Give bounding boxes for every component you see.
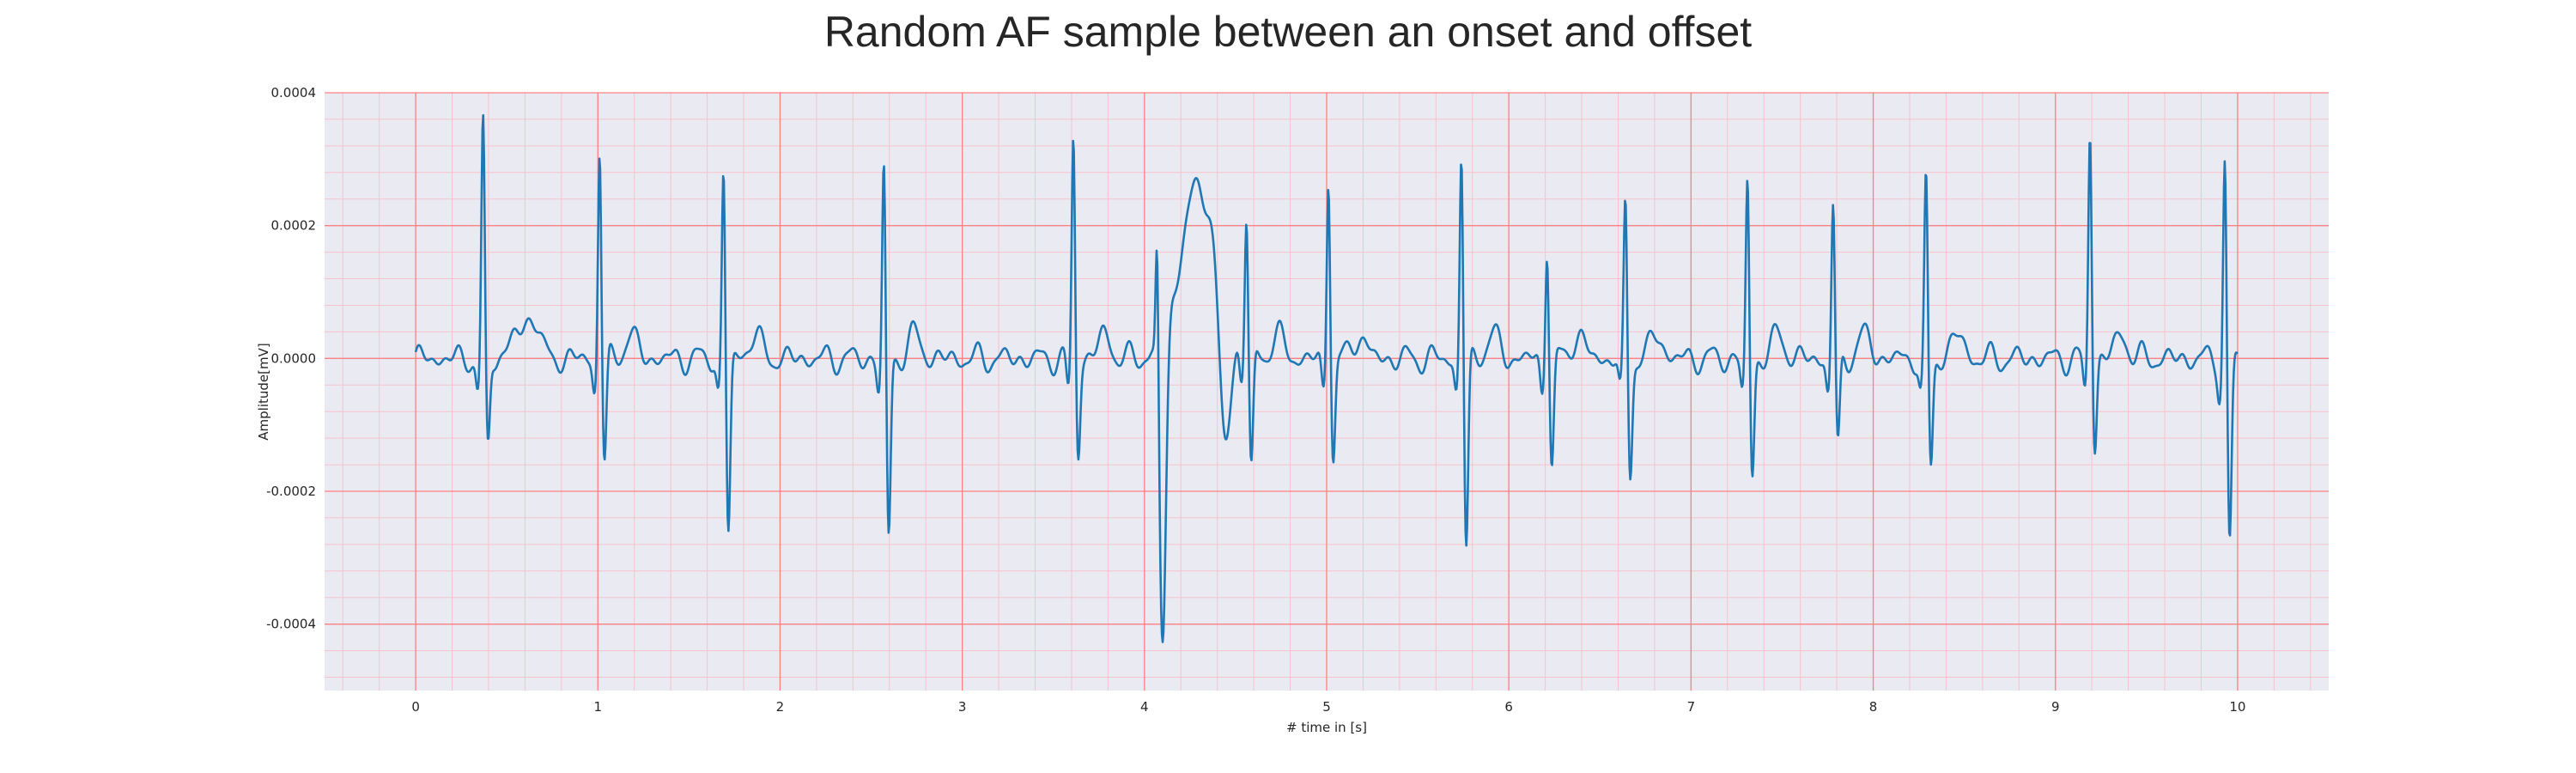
y-tick-label: 0.0000 xyxy=(271,350,317,366)
y-tick-label: -0.0004 xyxy=(266,617,316,632)
y-axis-label: Amplitude[mV] xyxy=(256,343,271,440)
x-tick-label: 8 xyxy=(1869,699,1878,715)
x-tick-label: 9 xyxy=(2051,699,2060,715)
y-tick-label: -0.0002 xyxy=(266,484,316,499)
y-tick-label: 0.0002 xyxy=(271,218,317,234)
y-tick-label: 0.0004 xyxy=(271,85,317,100)
x-axis-ticks: 0 1 2 3 4 5 6 7 8 9 10 xyxy=(411,699,2245,715)
x-tick-label: 5 xyxy=(1322,699,1331,715)
x-tick-label: 3 xyxy=(958,699,967,715)
x-tick-label: 6 xyxy=(1504,699,1513,715)
x-tick-label: 0 xyxy=(411,699,420,715)
x-tick-label: 4 xyxy=(1140,699,1149,715)
series-line-ecg xyxy=(414,113,2239,643)
x-tick-label: 1 xyxy=(593,699,602,715)
chart-title: Random AF sample between an onset and of… xyxy=(823,8,1753,56)
y-axis-ticks: -0.0004 -0.0002 0.0000 0.0002 0.0004 xyxy=(266,85,316,632)
x-axis-label: # time in [s] xyxy=(1286,720,1367,735)
x-tick-label: 2 xyxy=(776,699,785,715)
x-tick-label: 10 xyxy=(2229,699,2245,715)
x-tick-label: 7 xyxy=(1687,699,1696,715)
